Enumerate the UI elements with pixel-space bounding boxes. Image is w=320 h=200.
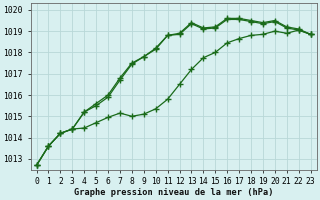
X-axis label: Graphe pression niveau de la mer (hPa): Graphe pression niveau de la mer (hPa) — [74, 188, 273, 197]
